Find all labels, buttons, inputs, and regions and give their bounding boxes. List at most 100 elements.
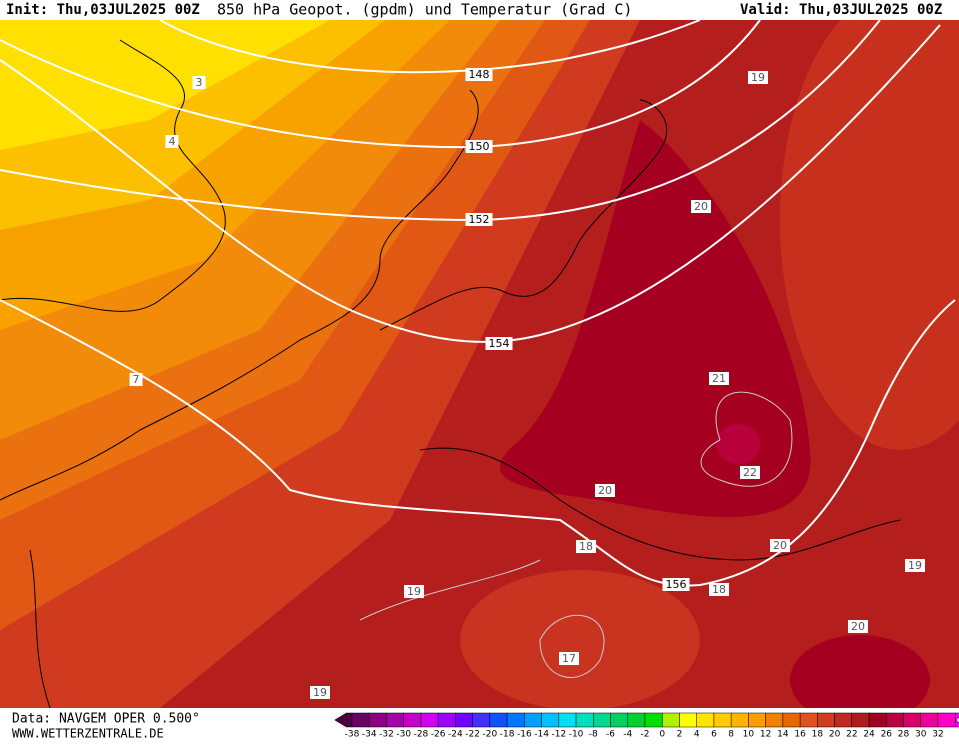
temperature-isolines [359,391,793,678]
colorbar: -38 -34 -32 -30 -28 -26 -24 -22 -20 -18 -16 -14 -12-… [334,712,959,740]
colorbar-label: -4 [623,730,632,740]
temperature-label: 19 [751,71,765,84]
temperature-label-box [576,540,596,553]
temperature-label: 18 [579,540,593,553]
temperature-label: 20 [694,200,708,213]
temperature-label: 21 [712,372,726,385]
colorbar-cell [506,712,525,728]
coastlines [0,39,901,709]
colorbar-cell [713,712,732,728]
colorbar-cell [937,712,956,728]
colorbar-label: -14 [534,730,549,740]
colorbar-label: 10 [743,730,755,740]
geopotential-label-box [485,337,513,350]
colorbar-label: -18 [500,730,515,740]
temperature-label: 20 [851,620,865,633]
temperature-label-box [129,373,143,386]
header-bar [0,0,959,20]
temperature-label: 4 [169,135,176,148]
temperature-label: 19 [407,585,421,598]
colorbar-label: 18 [812,730,824,740]
temperature-label-box [770,539,790,552]
colorbar-cell [472,712,491,728]
valid-time: Valid: Thu,03JUL2025 00Z [740,2,942,18]
temperature-label-box [848,620,868,633]
geopotential-label: 150 [469,140,490,153]
colorbar-label: -34 [362,730,377,740]
colorbar-label: 32 [932,730,943,740]
temperature-label: 18 [712,583,726,596]
colorbar-cell [817,712,835,728]
colorbar-label: 16 [794,730,806,740]
colorbar-cell [782,712,801,728]
colorbar-cell [627,712,646,728]
temperature-label-box [740,466,760,479]
colorbar-cell [868,712,887,728]
geopotential-label-box [465,140,493,153]
colorbar-cell [799,712,818,728]
colorbar-label: 6 [711,730,717,740]
geopotential-label-box [662,578,690,591]
colorbar-cell [851,712,870,728]
colorbar-cell [455,712,473,728]
temperature-label: 19 [908,559,922,572]
colorbar-cell [368,712,387,728]
init-time: Init: Thu,03JUL2025 00Z [6,2,200,18]
geopotential-label-box [465,213,493,226]
temperature-label-box [905,559,925,572]
colorbar-cell [593,712,611,728]
colorbar-label: -28 [414,730,429,740]
temperature-label: 22 [743,466,757,479]
temperature-label-box [559,652,579,665]
colorbar-label: 0 [659,730,665,740]
temperature-label: 3 [196,76,203,89]
geopotential-label: 156 [666,578,687,591]
colorbar-cell [610,712,629,728]
colorbar-label: -24 [448,730,463,740]
colorbar-label: 8 [728,730,734,740]
colorbar-cell [748,712,766,728]
colorbar-label: 2 [677,730,683,740]
colorbar-cell [403,712,422,728]
temperature-label-box [691,200,711,213]
colorbar-cell [696,712,715,728]
temperature-label-box [165,135,179,148]
colorbar-label: -12 [551,730,566,740]
colorbar-cell [920,712,939,728]
colorbar-label: -30 [396,730,411,740]
temperature-label: 19 [313,686,327,699]
temperature-label-box [310,686,330,699]
map-title: 850 hPa Geopot. (gpdm) und Temperatur (G… [217,1,632,19]
colorbar-cell [679,712,697,728]
colorbar-label: -20 [483,730,498,740]
temperature-label: 20 [773,539,787,552]
colorbar-label: -10 [569,730,584,740]
geopotential-label: 148 [469,68,490,81]
colorbar-label: -26 [431,730,446,740]
colorbar-cell [834,712,853,728]
colorbar-cell [420,712,439,728]
colorbar-label: 20 [829,730,841,740]
colorbar-label: -16 [517,730,532,740]
colorbar-label: -2 [641,730,650,740]
colorbar-label: 22 [846,730,857,740]
colorbar-cell [524,712,542,728]
temperature-label-box [595,484,615,497]
colorbar-label: 28 [898,730,910,740]
temperature-label-box [709,583,729,596]
temperature-label-box [748,71,768,84]
colorbar-label: -32 [379,730,394,740]
colorbar-arrow [954,712,959,728]
colorbar-label: -6 [606,730,615,740]
colorbar-label: 26 [881,730,893,740]
colorbar-cell [575,712,594,728]
colorbar-cell [903,712,922,728]
colorbar-cell [886,712,904,728]
geopotential-label: 154 [489,337,510,350]
temperature-label-box [404,585,424,598]
colorbar-cell [437,712,456,728]
geopotential-label: 152 [469,213,490,226]
colorbar-label: -38 [345,730,360,740]
colorbar-label: 30 [915,730,927,740]
